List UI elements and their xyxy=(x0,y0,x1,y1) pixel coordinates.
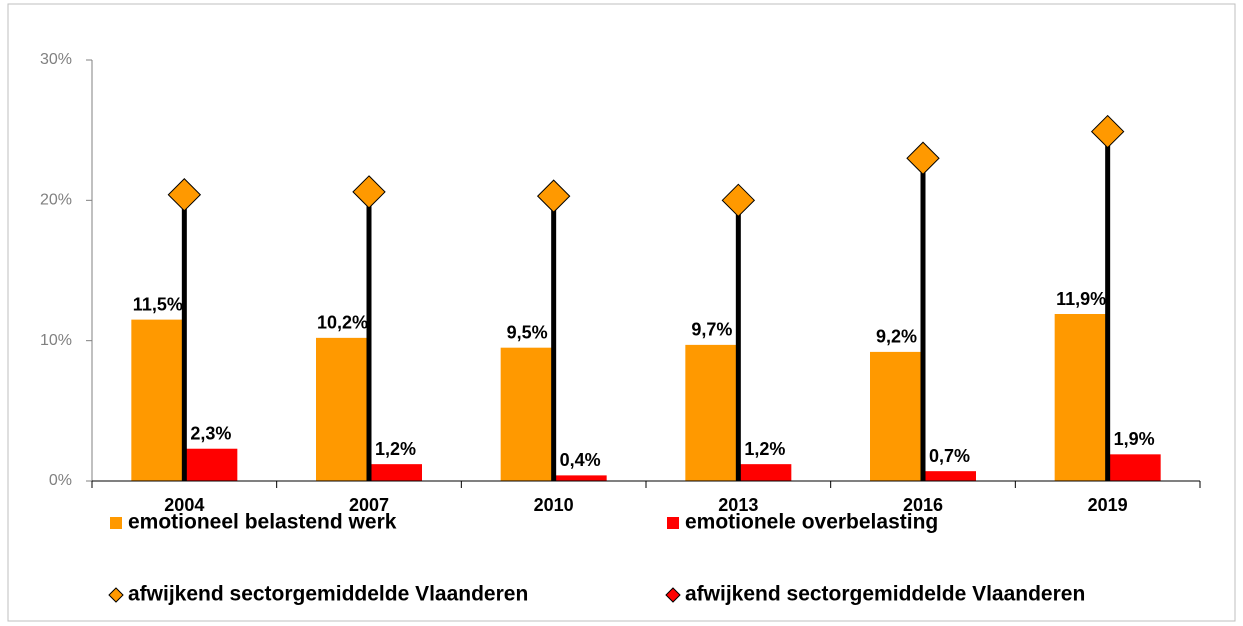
diamond-marker xyxy=(536,179,571,213)
diamond-marker xyxy=(721,183,756,218)
bar xyxy=(369,464,422,481)
data-label: 1,9% xyxy=(1114,429,1155,449)
bar xyxy=(685,344,739,481)
legend-label: emotionele overbelasting xyxy=(685,511,938,534)
legend-swatch xyxy=(667,517,679,529)
legend-swatch xyxy=(108,587,124,603)
bar xyxy=(553,475,607,481)
data-label: 10,2% xyxy=(317,313,368,333)
diamond-marker xyxy=(906,141,940,175)
legend-swatch xyxy=(110,517,122,529)
data-label: 0,7% xyxy=(929,446,970,466)
x-tick-label: 2016 xyxy=(903,495,943,515)
legend-label: emotioneel belastend werk xyxy=(128,511,397,534)
data-label: 1,2% xyxy=(375,439,416,459)
diamond-marker xyxy=(167,178,202,212)
bar xyxy=(738,464,792,481)
legend-label: afwijkend sectorgemiddelde Vlaanderen xyxy=(685,583,1085,606)
x-tick-label: 2010 xyxy=(534,495,574,515)
diamond-marker xyxy=(1090,114,1125,149)
data-label: 2,3% xyxy=(190,423,231,443)
x-tick-label: 2013 xyxy=(718,495,758,515)
data-label: 1,2% xyxy=(744,439,785,459)
bar xyxy=(500,347,554,481)
bar xyxy=(870,351,923,481)
x-tick-label: 2007 xyxy=(349,495,389,515)
data-label: 11,9% xyxy=(1056,289,1106,309)
data-label: 9,2% xyxy=(876,327,917,347)
y-tick-label: 0% xyxy=(49,472,72,489)
x-tick-label: 2019 xyxy=(1088,495,1128,515)
bar xyxy=(1107,454,1161,481)
y-tick-label: 20% xyxy=(40,192,72,209)
x-tick-label: 2004 xyxy=(164,495,204,515)
y-tick-label: 10% xyxy=(40,332,72,349)
legend-swatch xyxy=(665,587,681,603)
data-label: 0,4% xyxy=(560,450,601,470)
diamond-marker xyxy=(352,175,386,209)
legend-label: afwijkend sectorgemiddelde Vlaanderen xyxy=(128,583,528,606)
chart-border xyxy=(7,3,1236,622)
bar xyxy=(1054,314,1108,481)
bar xyxy=(184,448,238,481)
bar xyxy=(316,337,369,481)
data-label: 9,7% xyxy=(691,320,732,340)
data-label: 9,5% xyxy=(507,322,548,342)
bar xyxy=(131,319,185,481)
data-label: 11,5% xyxy=(133,294,183,314)
bar xyxy=(923,471,976,481)
y-tick-label: 30% xyxy=(40,51,72,68)
